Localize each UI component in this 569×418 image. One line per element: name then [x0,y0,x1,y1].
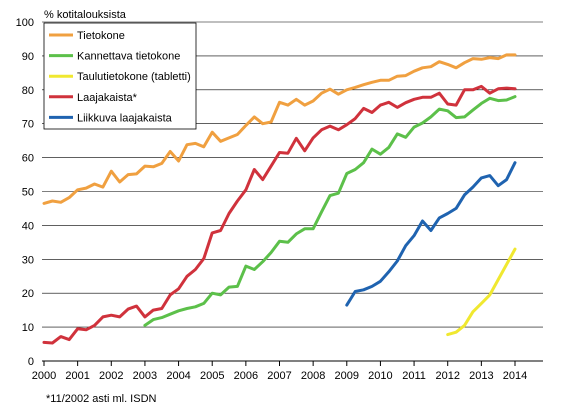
y-tick-label: 50 [22,187,34,199]
x-tick-label: 2002 [99,370,123,382]
y-tick-label: 80 [22,85,34,97]
legend-label-taulutietokone-tabletti: Taulutietokone (tabletti) [77,71,191,83]
x-tick-label: 2009 [335,370,359,382]
plot-series [42,53,517,345]
x-tick-label: 2006 [234,370,258,382]
series-line-taulutietokone-tabletti [446,247,517,337]
legend: Tietokone Kannettava tietokone Taulutietok… [43,22,197,130]
x-tick-label: 2013 [469,370,493,382]
series-line-laajakaista [42,84,517,345]
y-axis-title: % kotitalouksista [44,9,127,21]
y-tick-label: 70 [22,119,34,131]
x-tick-label: 2007 [267,370,291,382]
x-tick-label: 2005 [200,370,224,382]
x-tick-label: 2012 [435,370,459,382]
y-tick-label: 60 [22,153,34,165]
legend-label-liikkuva-laajakaista: Liikkuva laajakaista [77,112,173,124]
y-tick-label: 90 [22,51,34,63]
legend-label-kannettava-tietokone: Kannettava tietokone [77,51,180,63]
y-tick-label: 20 [22,288,34,300]
legend-label-tietokone: Tietokone [77,30,125,42]
x-tick-label: 2000 [32,370,56,382]
x-tick-label: 2010 [368,370,392,382]
x-tick-label: 2008 [301,370,325,382]
y-tick-label: 0 [28,356,34,368]
x-tick-label: 2014 [503,370,527,382]
legend-items: Tietokone Kannettava tietokone Taulutietok… [49,30,191,124]
y-tick-label: 40 [22,220,34,232]
footnote: *11/2002 asti ml. ISDN [46,393,157,405]
y-tick-label: 10 [22,322,34,334]
series-line-kannettava-tietokone [143,95,517,327]
legend-label-laajakaista: Laajakaista* [77,92,138,104]
y-tick-label: 30 [22,254,34,266]
x-tick-label: 2001 [65,370,89,382]
y-axis: 0 10 20 30 40 50 60 70 80 90 100 [16,17,34,368]
x-tick-label: 2004 [166,370,190,382]
y-tick-label: 100 [16,17,34,29]
series-line-tietokone [42,53,517,205]
series-line-liikkuva-laajakaista [345,161,517,307]
x-axis: 2000 2001 2002 2003 2004 2005 2006 2007 2008 2009… [32,361,527,382]
x-tick-label: 2003 [133,370,157,382]
x-tick-label: 2011 [402,370,426,382]
